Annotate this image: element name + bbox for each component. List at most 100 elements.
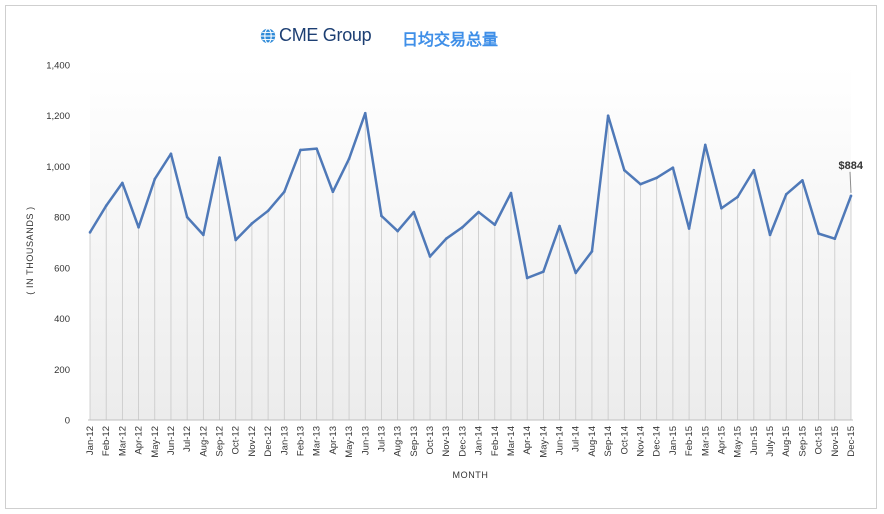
x-tick-label: Feb-15 (684, 426, 695, 456)
data-point (525, 276, 529, 280)
data-point (477, 210, 480, 214)
data-point (396, 229, 399, 233)
x-tick-label: Oct-15 (814, 426, 825, 455)
x-tick-label: Sep-14 (603, 426, 614, 457)
data-point (153, 177, 157, 181)
data-point (703, 143, 707, 147)
data-point (234, 238, 238, 242)
chart-title: 日均交易总量 (402, 30, 499, 49)
data-point (542, 270, 545, 273)
x-tick-label: Nov-13 (441, 426, 452, 457)
x-tick-label: Jun-12 (166, 426, 177, 455)
x-tick-label: Jun-14 (555, 426, 566, 455)
data-point (461, 225, 464, 229)
data-point (784, 193, 788, 196)
x-tick-label: Jun-15 (749, 426, 760, 455)
data-point (833, 237, 837, 240)
y-axis-title: ( IN THOUSANDS ) (25, 206, 35, 294)
data-point (768, 233, 772, 237)
data-point (266, 209, 270, 213)
y-tick-label: 600 (54, 263, 70, 274)
x-tick-label: Apr-15 (716, 426, 727, 455)
data-point (574, 271, 578, 275)
data-point (849, 194, 853, 198)
x-tick-label: Aug-14 (587, 426, 598, 457)
data-point (655, 176, 659, 180)
y-tick-label: 0 (65, 416, 70, 427)
x-tick-label: Nov-15 (830, 426, 841, 457)
globe-icon (260, 27, 276, 44)
x-tick-label: July-15 (765, 426, 776, 457)
data-point (639, 182, 642, 186)
x-tick-label: May-14 (538, 426, 549, 458)
x-tick-label: Jan-14 (474, 426, 485, 455)
x-tick-label: Mar-14 (506, 426, 517, 456)
x-tick-label: Nov-14 (636, 426, 647, 457)
data-point (623, 168, 626, 172)
x-axis-title: MONTH (453, 470, 489, 480)
data-point (817, 232, 820, 235)
x-tick-label: Feb-14 (490, 426, 501, 456)
data-point (299, 148, 302, 152)
x-tick-label: Jan-15 (668, 426, 679, 455)
data-point (720, 206, 723, 210)
data-point (687, 227, 691, 230)
data-point (736, 195, 739, 199)
x-tick-label: Sep-12 (215, 426, 226, 457)
x-tick-label: Dec-14 (652, 426, 663, 457)
data-point (104, 204, 108, 208)
data-point (185, 215, 189, 219)
x-tick-label: Jul-14 (571, 426, 582, 452)
data-point (282, 190, 286, 194)
x-tick-label: Jul-12 (182, 426, 193, 452)
x-tick-label: Apr-14 (522, 426, 533, 455)
x-tick-label: Sep-15 (797, 426, 808, 457)
data-point (218, 156, 221, 159)
data-point (88, 231, 92, 234)
x-tick-label: Oct-12 (231, 426, 242, 455)
data-point (121, 181, 124, 185)
x-tick-label: Mar-13 (312, 426, 323, 456)
x-tick-label: Aug-13 (393, 426, 404, 457)
data-point (428, 255, 432, 258)
data-point (801, 179, 804, 182)
x-tick-label: Aug-12 (198, 426, 209, 457)
cme-group-logo: CME Group (260, 25, 372, 46)
x-tick-label: Dec-12 (263, 426, 274, 457)
x-tick-label: May-13 (344, 426, 355, 458)
data-point (202, 233, 205, 237)
data-point (250, 222, 254, 225)
x-tick-label: Mar-12 (117, 426, 128, 456)
data-point (671, 166, 675, 169)
data-point (493, 223, 497, 227)
x-tick-label: Mar-15 (700, 426, 711, 456)
x-tick-label: Aug-15 (781, 426, 792, 457)
data-point (169, 152, 173, 156)
x-tick-label: Jun-13 (360, 426, 371, 455)
data-point (315, 147, 318, 150)
x-tick-label: Jul-13 (376, 426, 387, 452)
x-tick-label: Jan-12 (85, 426, 96, 455)
data-point (590, 250, 594, 253)
x-tick-label: May-12 (150, 426, 161, 458)
data-point (347, 157, 351, 161)
plot-background (90, 65, 851, 420)
y-tick-label: 1,000 (46, 162, 70, 173)
y-tick-label: 1,400 (46, 61, 70, 72)
data-point (558, 224, 561, 228)
data-point (606, 114, 610, 118)
x-tick-label: Jan-13 (279, 426, 290, 455)
x-tick-label: Sep-13 (409, 426, 420, 457)
y-tick-label: 200 (54, 365, 70, 376)
x-tick-label: Oct-14 (619, 426, 630, 455)
data-label-leader (849, 171, 852, 193)
data-point (444, 237, 448, 240)
x-tick-label: Nov-12 (247, 426, 258, 457)
data-point (412, 210, 416, 214)
y-tick-label: 400 (54, 314, 70, 325)
x-tick-label: Oct-13 (425, 426, 436, 455)
x-tick-label: Feb-13 (295, 426, 306, 456)
data-point (380, 214, 383, 218)
x-tick-label: Dec-13 (457, 426, 468, 457)
